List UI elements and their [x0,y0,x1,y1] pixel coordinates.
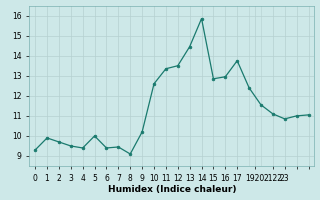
X-axis label: Humidex (Indice chaleur): Humidex (Indice chaleur) [108,185,236,194]
